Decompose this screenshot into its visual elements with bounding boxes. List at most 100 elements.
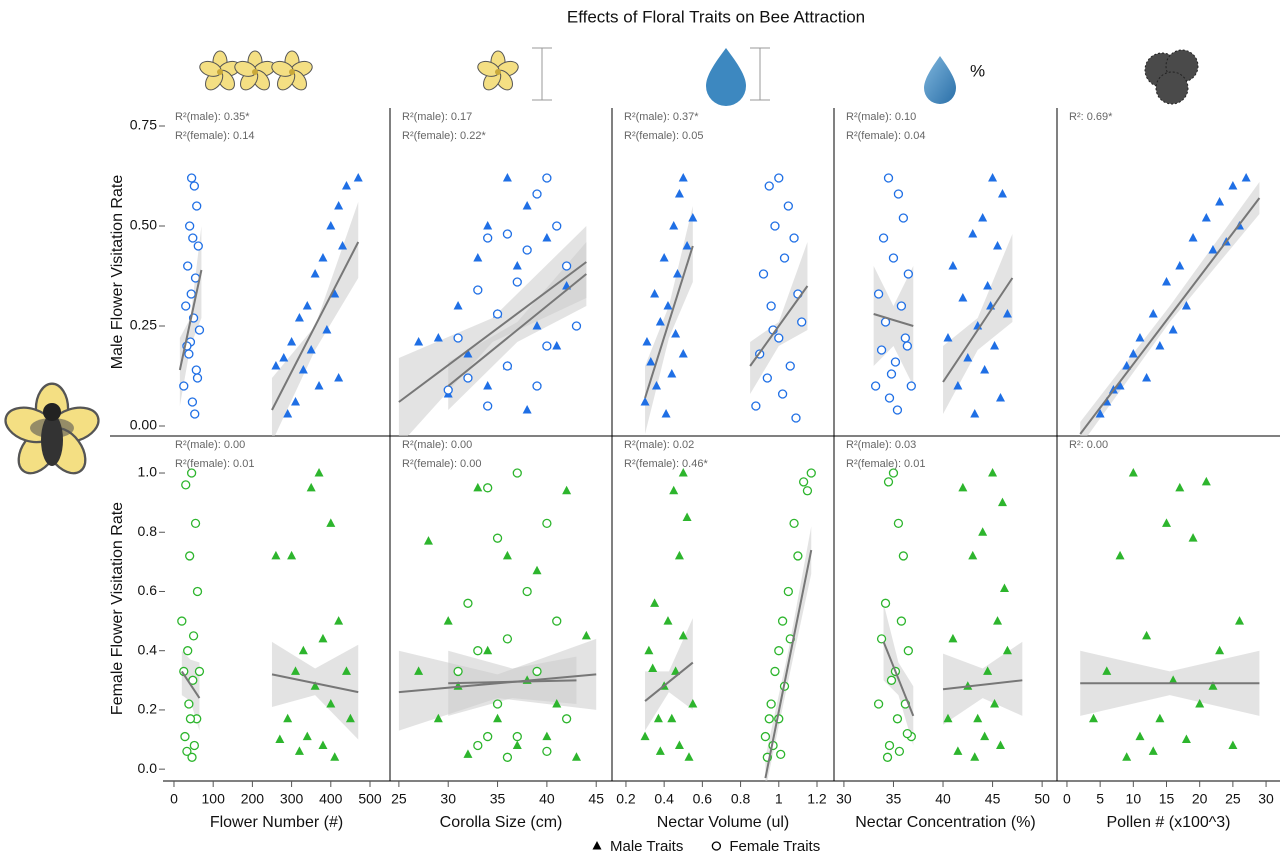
triangle-point: [303, 732, 312, 741]
circle-point: [194, 374, 202, 382]
circle-point: [484, 402, 492, 410]
circle-point: [494, 700, 502, 708]
circle-point: [194, 587, 202, 595]
triangle-point: [1155, 714, 1164, 723]
panel: [178, 468, 358, 761]
circle-point: [563, 262, 571, 270]
triangle-point: [948, 261, 957, 270]
drop-icon: [706, 48, 746, 106]
circle-point: [484, 733, 492, 741]
icon-label: %: [970, 61, 985, 80]
flower-icon: [476, 51, 520, 93]
triangle-point: [990, 341, 999, 350]
x-tick-label: 25: [1225, 791, 1241, 807]
triangle-point: [283, 714, 292, 723]
triangle-point: [988, 468, 997, 477]
drop-icon: [924, 56, 956, 104]
annotation: R²(male): 0.00: [175, 439, 245, 451]
triangle-point: [542, 732, 551, 741]
circle-point: [885, 478, 893, 486]
triangle-point: [271, 551, 280, 560]
triangle-point: [660, 253, 669, 262]
circle-point: [474, 647, 482, 655]
circle-point: [767, 700, 775, 708]
triangle-point: [644, 646, 653, 655]
triangle-point: [654, 714, 663, 723]
y-tick-label: 0.0: [138, 760, 158, 776]
circle-point: [894, 519, 902, 527]
triangle-point: [493, 714, 502, 723]
circle-point: [887, 370, 895, 378]
triangle-point: [671, 329, 680, 338]
annotation: R²(male): 0.37*: [624, 111, 699, 123]
triangle-point: [980, 732, 989, 741]
circle-point: [464, 599, 472, 607]
circle-point: [184, 647, 192, 655]
triangle-point: [675, 740, 684, 749]
triangle-point: [675, 189, 684, 198]
triangle-point: [523, 405, 532, 414]
triangle-point: [958, 293, 967, 302]
flower-icon: [270, 51, 314, 93]
triangle-point: [1242, 173, 1251, 182]
y-tick-label: 0.4: [138, 641, 158, 657]
flower-icon: [198, 51, 242, 93]
x-axis-label: Nectar Concentration (%): [855, 814, 1036, 831]
circle-point: [904, 647, 912, 655]
circle-point: [192, 366, 200, 374]
circle-point: [807, 469, 815, 477]
circle-point: [899, 552, 907, 560]
circle-point: [484, 234, 492, 242]
triangle-point: [275, 735, 284, 744]
annotation: R²(female): 0.46*: [624, 458, 708, 470]
triangle-point: [943, 333, 952, 342]
circle-point: [523, 587, 531, 595]
triangle-point: [287, 551, 296, 560]
x-tick-label: 300: [280, 791, 304, 807]
circle-point: [182, 302, 190, 310]
triangle-point: [669, 486, 678, 495]
triangle-point: [663, 616, 672, 625]
triangle-point: [318, 253, 327, 262]
triangle-point: [299, 646, 308, 655]
chart: Effects of Floral Traits on Bee Attracti…: [0, 0, 1288, 858]
panel: [1080, 468, 1259, 761]
triangle-point: [1202, 477, 1211, 486]
annotation: R²(male): 0.17: [402, 111, 472, 123]
panel: [1080, 173, 1259, 446]
circle-point: [513, 733, 521, 741]
x-axis-label: Nectar Volume (ul): [657, 814, 790, 831]
circle-point: [786, 362, 794, 370]
triangle-point: [650, 598, 659, 607]
triangle-point: [996, 740, 1005, 749]
triangle-point: [978, 213, 987, 222]
circle-point: [771, 667, 779, 675]
x-tick-label: 35: [490, 791, 506, 807]
confidence-band: [765, 526, 811, 790]
triangle-point: [679, 173, 688, 182]
annotation: R²(female): 0.22*: [402, 130, 486, 142]
confidence-band: [1080, 182, 1259, 446]
confidence-band: [645, 618, 693, 731]
triangle-point: [1215, 197, 1224, 206]
panel: [180, 173, 363, 442]
triangle-point: [315, 381, 324, 390]
circle-point: [752, 402, 760, 410]
triangle-point: [688, 213, 697, 222]
triangle-point: [968, 229, 977, 238]
confidence-band: [943, 642, 1022, 725]
triangle-point: [948, 634, 957, 643]
x-tick-label: 45: [588, 791, 604, 807]
triangle-point: [656, 746, 665, 755]
triangle-point: [513, 740, 522, 749]
triangle-point: [978, 527, 987, 536]
triangle-point: [980, 365, 989, 374]
pollen-icon: [1145, 50, 1198, 104]
triangle-point: [1155, 341, 1164, 350]
circle-point: [889, 469, 897, 477]
circle-point: [191, 410, 199, 418]
circle-point: [188, 174, 196, 182]
circle-point: [186, 715, 194, 723]
y-tick-label: 0.75: [130, 117, 157, 133]
circle-point: [761, 733, 769, 741]
